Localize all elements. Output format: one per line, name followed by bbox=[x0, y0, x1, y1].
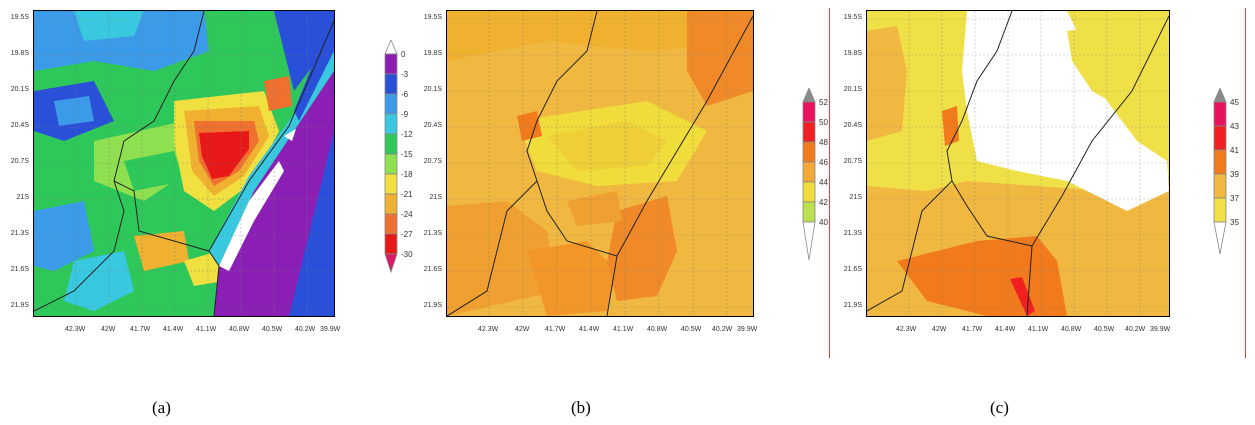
ytick-label: 21.3S bbox=[843, 230, 862, 237]
xtick-label: 41.1W bbox=[613, 326, 634, 333]
xtick-label: 40.5W bbox=[681, 326, 702, 333]
divider-line-right bbox=[1245, 8, 1246, 358]
ytick-label: 20.4S bbox=[843, 122, 862, 129]
xtick-label: 41.7W bbox=[545, 326, 566, 333]
colorbar-label: 43 bbox=[1230, 122, 1239, 131]
ytick-label: 21.6S bbox=[10, 266, 29, 273]
colorbar-label: -21 bbox=[401, 190, 413, 199]
ytick-label: 19.5S bbox=[423, 14, 442, 21]
colorbar-label: -30 bbox=[401, 250, 413, 259]
xtick-label: 41.7W bbox=[130, 326, 151, 333]
colorbar-label: 39 bbox=[1230, 170, 1239, 179]
xtick-label: 42W bbox=[932, 326, 947, 333]
xtick-label: 42.3W bbox=[896, 326, 917, 333]
colorbar-label: 44 bbox=[819, 178, 828, 187]
map-a-plot-area bbox=[33, 10, 335, 317]
xtick-label: 41.4W bbox=[163, 326, 184, 333]
xtick-label: 41.7W bbox=[962, 326, 983, 333]
caption-b: (b) bbox=[571, 398, 591, 417]
colorbar-label: -6 bbox=[401, 90, 409, 99]
ytick-label: 19.8S bbox=[423, 50, 442, 57]
caption-c: (c) bbox=[990, 398, 1009, 417]
ytick-label: 21.6S bbox=[423, 266, 442, 273]
xtick-label: 41.4W bbox=[579, 326, 600, 333]
colorbar-label: 48 bbox=[819, 138, 828, 147]
xtick-label: 42W bbox=[515, 326, 530, 333]
ytick-label: 20.7S bbox=[10, 158, 29, 165]
ytick-label: 21S bbox=[429, 194, 442, 201]
colorbar-label: -27 bbox=[401, 230, 413, 239]
ytick-label: 20.7S bbox=[843, 158, 862, 165]
map-c-plot-area bbox=[866, 10, 1170, 317]
colorbar-label: 46 bbox=[819, 158, 828, 167]
colorbar-label: -18 bbox=[401, 170, 413, 179]
xtick-label: 40.8W bbox=[229, 326, 250, 333]
xtick-label: 42W bbox=[101, 326, 116, 333]
ytick-label: 21.9S bbox=[10, 302, 29, 309]
xtick-label: 40.2W bbox=[295, 326, 316, 333]
ytick-label: 21.9S bbox=[423, 302, 442, 309]
ytick-label: 19.5S bbox=[843, 14, 862, 21]
xtick-label: 40.2W bbox=[1125, 326, 1146, 333]
ytick-label: 21.9S bbox=[843, 302, 862, 309]
colorbar-label: 37 bbox=[1230, 194, 1239, 203]
colorbar-label: 52 bbox=[819, 98, 828, 107]
divider-line-left bbox=[829, 8, 830, 358]
caption-a: (a) bbox=[152, 398, 171, 417]
ytick-label: 20.4S bbox=[423, 122, 442, 129]
colorbar-a: 0 -3 -6 -9 -12 -15 -18 -21 -24 -27 -30 bbox=[384, 40, 424, 290]
ytick-label: 21.3S bbox=[423, 230, 442, 237]
xtick-label: 41.1W bbox=[196, 326, 217, 333]
colorbar-label: 45 bbox=[1230, 98, 1239, 107]
xtick-label: 39.9W bbox=[1150, 326, 1171, 333]
ytick-label: 20.1S bbox=[843, 86, 862, 93]
ytick-label: 20.7S bbox=[423, 158, 442, 165]
colorbar-label: -24 bbox=[401, 210, 413, 219]
colorbar-label: 40 bbox=[819, 218, 828, 227]
colorbar-label: -9 bbox=[401, 110, 409, 119]
ytick-label: 19.8S bbox=[843, 50, 862, 57]
ytick-label: 21S bbox=[849, 194, 862, 201]
ytick-label: 19.5S bbox=[10, 14, 29, 21]
colorbar-label: -3 bbox=[401, 70, 409, 79]
ytick-label: 20.4S bbox=[10, 122, 29, 129]
xtick-label: 40.5W bbox=[262, 326, 283, 333]
ytick-label: 19.8S bbox=[10, 50, 29, 57]
ytick-label: 21.6S bbox=[843, 266, 862, 273]
colorbar-c: 45 43 41 39 37 35 bbox=[1213, 88, 1249, 258]
ytick-label: 21S bbox=[16, 194, 29, 201]
colorbar-label: 0 bbox=[401, 50, 406, 59]
colorbar-b: 52 50 48 46 44 42 40 bbox=[802, 88, 842, 263]
colorbar-label: -12 bbox=[401, 130, 413, 139]
colorbar-label: 41 bbox=[1230, 146, 1239, 155]
xtick-label: 40.5W bbox=[1094, 326, 1115, 333]
xtick-label: 41.1W bbox=[1028, 326, 1049, 333]
xtick-label: 40.8W bbox=[647, 326, 668, 333]
colorbar-label: 42 bbox=[819, 198, 828, 207]
xtick-label: 40.2W bbox=[712, 326, 733, 333]
xtick-label: 41.4W bbox=[995, 326, 1016, 333]
map-b-plot-area bbox=[446, 10, 754, 317]
colorbar-label: -15 bbox=[401, 150, 413, 159]
colorbar-label: 35 bbox=[1230, 218, 1239, 227]
ytick-label: 20.1S bbox=[423, 86, 442, 93]
xtick-label: 39.9W bbox=[737, 326, 758, 333]
xtick-label: 39.9W bbox=[320, 326, 341, 333]
colorbar-label: 50 bbox=[819, 118, 828, 127]
ytick-label: 20.1S bbox=[10, 86, 29, 93]
xtick-label: 42.3W bbox=[478, 326, 499, 333]
xtick-label: 40.8W bbox=[1061, 326, 1082, 333]
ytick-label: 21.3S bbox=[10, 230, 29, 237]
xtick-label: 42.3W bbox=[65, 326, 86, 333]
